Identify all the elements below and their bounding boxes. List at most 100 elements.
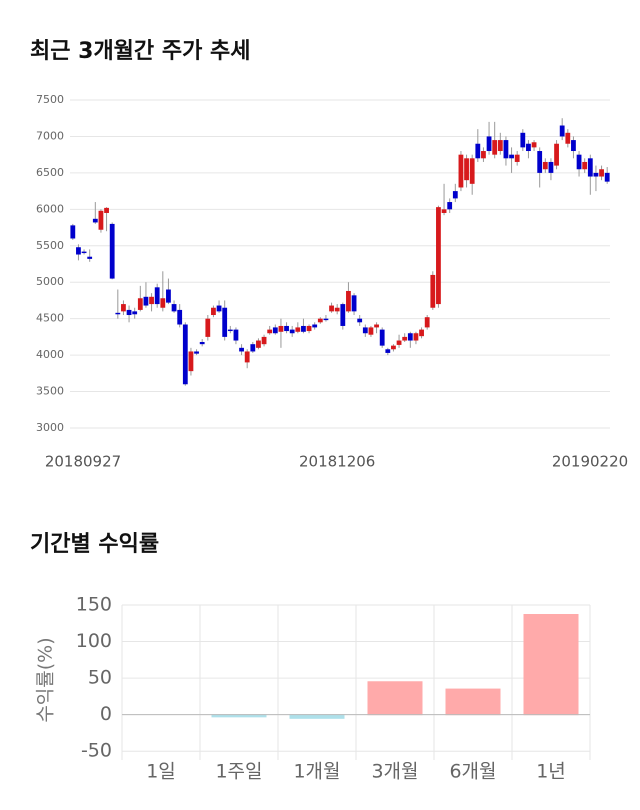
- candle-body: [604, 172, 610, 182]
- candle-body: [391, 345, 396, 350]
- candle-body: [593, 172, 599, 177]
- candle-body: [548, 161, 554, 173]
- bar: [523, 614, 579, 716]
- candle-body: [481, 151, 486, 159]
- candle-body: [256, 340, 261, 348]
- candle-body: [582, 161, 588, 170]
- x-tick-label: 20181206: [299, 453, 375, 471]
- candle-body: [464, 158, 469, 181]
- candle-body: [514, 154, 520, 162]
- candle-body: [497, 140, 503, 152]
- candle-body: [211, 307, 216, 316]
- candle-body: [413, 333, 419, 341]
- candle-body: [559, 125, 565, 137]
- candle-body: [346, 290, 351, 312]
- candle-body: [166, 289, 171, 303]
- candle-body: [424, 317, 430, 328]
- x-tick-label: 1개월: [293, 761, 340, 783]
- y-tick-label: 4500: [36, 312, 64, 325]
- candle-body: [295, 327, 301, 332]
- candle-body: [81, 251, 87, 254]
- y-tick-label: 100: [76, 630, 112, 652]
- y-tick-label: 7000: [36, 129, 64, 142]
- candle-body: [469, 158, 475, 184]
- candle-body: [137, 298, 143, 310]
- candle-body: [244, 351, 250, 363]
- candle-body: [599, 169, 604, 177]
- candle-body: [205, 318, 211, 337]
- x-tick-label: 1주일: [215, 761, 262, 783]
- candle-body: [121, 304, 126, 312]
- candle-body: [430, 274, 436, 308]
- y-axis-label: 수익률(%): [35, 637, 57, 722]
- candle-body: [227, 329, 233, 332]
- y-tick-label: 3000: [36, 421, 64, 434]
- candle-body: [340, 304, 346, 326]
- candle-body: [267, 329, 273, 334]
- y-tick-label: -50: [81, 740, 112, 762]
- candle-body: [222, 307, 228, 337]
- candle-body: [357, 318, 363, 323]
- candle-body: [458, 154, 464, 188]
- candle-body: [452, 191, 458, 199]
- candle-body: [143, 296, 149, 306]
- candle-body: [306, 325, 312, 332]
- candle-body: [194, 351, 199, 354]
- candle-body: [312, 324, 318, 328]
- x-tick-label: 20190220: [552, 453, 628, 471]
- bar: [289, 714, 345, 719]
- candle-body: [92, 218, 98, 223]
- candle-body: [542, 161, 548, 170]
- candle-body: [160, 298, 166, 308]
- candle-body: [402, 336, 408, 341]
- candle-body: [436, 207, 441, 305]
- candle-body: [323, 318, 329, 321]
- candle-body: [87, 256, 93, 259]
- candle-body: [261, 336, 267, 345]
- candle-body: [115, 312, 121, 315]
- y-tick-label: 6500: [36, 166, 64, 179]
- candle-body: [374, 324, 379, 328]
- candle-body: [301, 325, 306, 332]
- candle-body: [486, 136, 492, 152]
- bar: [367, 681, 423, 716]
- candle-body: [104, 207, 109, 213]
- candle-body: [447, 202, 453, 210]
- candle-body: [441, 209, 447, 213]
- chart-title: 최근 3개월간 주가 추세: [30, 39, 250, 64]
- candle-body: [284, 325, 289, 332]
- y-tick-label: 5000: [36, 275, 64, 288]
- candle-body: [239, 347, 244, 352]
- candle-body: [154, 287, 160, 305]
- y-tick-label: 7500: [36, 93, 64, 106]
- candle-body: [419, 329, 424, 337]
- candle-body: [182, 324, 188, 385]
- candle-body: [571, 140, 576, 152]
- candle-body: [475, 143, 481, 159]
- y-tick-label: 0: [100, 703, 112, 725]
- candle-body: [503, 140, 509, 159]
- candle-body: [520, 132, 526, 148]
- candle-body: [396, 340, 402, 345]
- candle-body: [250, 344, 256, 352]
- candle-body: [537, 151, 543, 173]
- candle-body: [587, 158, 593, 177]
- y-tick-label: 150: [76, 594, 112, 616]
- candle-body: [576, 154, 582, 170]
- candle-body: [199, 341, 205, 345]
- y-tick-label: 5500: [36, 239, 64, 252]
- candle-body: [554, 143, 559, 166]
- chart-title: 기간별 수익률: [30, 532, 159, 557]
- candle-body: [329, 305, 334, 312]
- candle-body: [216, 305, 222, 312]
- y-tick-label: 6000: [36, 202, 64, 215]
- x-tick-label: 20180927: [45, 453, 121, 471]
- y-tick-label: 4000: [36, 348, 64, 361]
- candle-body: [509, 154, 514, 159]
- candle-body: [132, 311, 138, 315]
- candle-body: [289, 329, 295, 334]
- x-tick-label: 1일: [146, 761, 176, 783]
- x-tick-label: 6개월: [449, 761, 496, 783]
- x-tick-label: 1년: [536, 761, 566, 783]
- candle-body: [379, 329, 385, 346]
